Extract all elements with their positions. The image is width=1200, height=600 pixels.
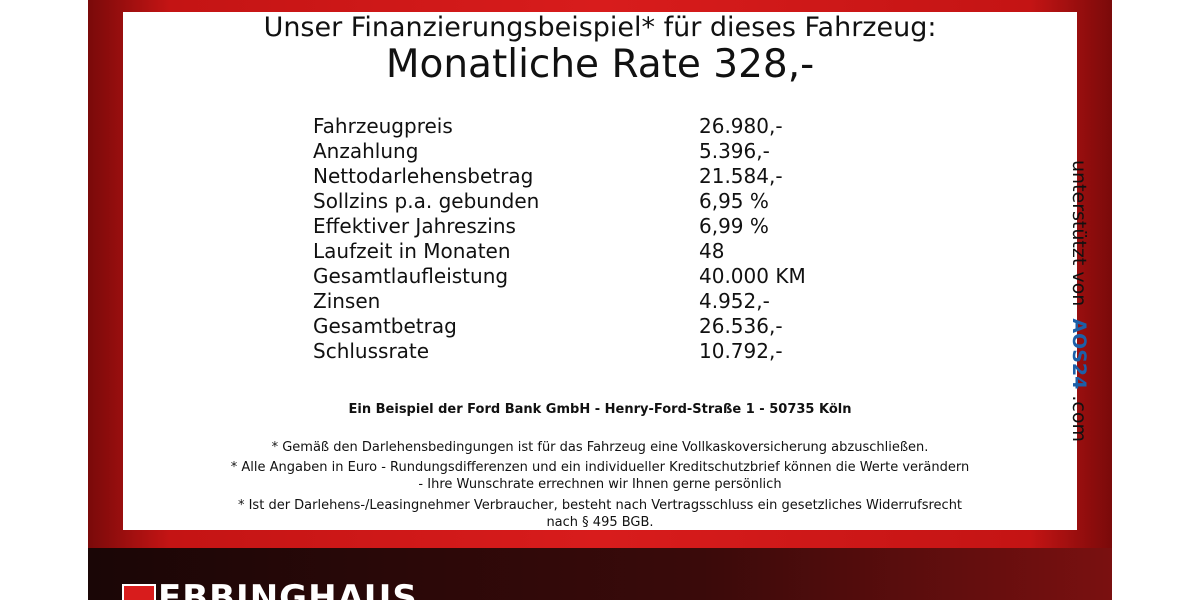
row-label: Laufzeit in Monaten	[313, 239, 511, 263]
row-value: 6,99 %	[699, 214, 769, 238]
row-label: Gesamtbetrag	[313, 314, 457, 338]
provider: Ein Beispiel der Ford Bank GmbH - Henry-…	[348, 402, 852, 417]
info-panel: Unser Finanzierungsbeispiel* für dieses …	[123, 12, 1077, 530]
row-value: 5.396,-	[699, 139, 770, 163]
row-label: Nettodarlehensbetrag	[313, 164, 534, 188]
sponsor: unterstützt von AOS24 .com	[1068, 160, 1090, 442]
row-value: 48	[699, 239, 725, 263]
logo-icon	[122, 584, 156, 600]
footnote: * Gemäß den Darlehensbedingungen ist für…	[271, 440, 929, 455]
row-label: Anzahlung	[313, 139, 419, 163]
footnote: * Ist der Darlehens-/Leasingnehmer Verbr…	[237, 498, 963, 513]
row-value: 10.792,-	[699, 339, 783, 363]
footer-band: EBBINGHAUS	[88, 548, 1112, 600]
row-label: Schlussrate	[313, 339, 430, 363]
footnote: nach § 495 BGB.	[546, 515, 654, 530]
footer-brand: EBBINGHAUS	[158, 578, 418, 600]
row-label: Fahrzeugpreis	[313, 114, 453, 138]
title: Unser Finanzierungsbeispiel* für dieses …	[263, 12, 937, 43]
row-label: Zinsen	[313, 289, 381, 313]
row-label: Effektiver Jahreszins	[313, 214, 516, 238]
row-value: 21.584,-	[699, 164, 783, 188]
monthly-rate: Monatliche Rate 328,-	[385, 42, 815, 87]
sponsor-text: unterstützt von	[1068, 160, 1090, 307]
row-value: 4.952,-	[699, 289, 770, 313]
sponsor-brand: AOS24	[1068, 318, 1090, 390]
row-value: 26.980,-	[699, 114, 783, 138]
footnote: * Alle Angaben in Euro - Rundungsdiffere…	[230, 460, 970, 475]
row-value: 6,95 %	[699, 189, 769, 213]
row-value: 40.000 KM	[699, 264, 806, 288]
sponsor-domain: .com	[1068, 395, 1090, 442]
footnote: - Ihre Wunschrate errechnen wir Ihnen ge…	[418, 477, 782, 492]
row-value: 26.536,-	[699, 314, 783, 338]
row-label: Sollzins p.a. gebunden	[313, 189, 540, 213]
row-label: Gesamtlaufleistung	[313, 264, 509, 288]
